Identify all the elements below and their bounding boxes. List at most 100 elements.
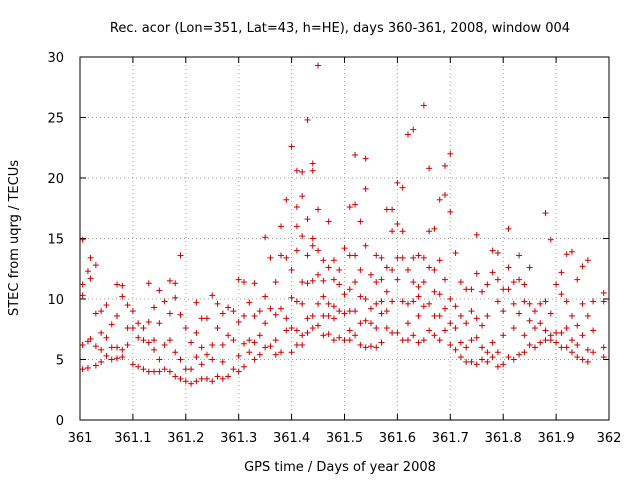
data-point-plus-marker (463, 358, 470, 365)
data-point-plus-marker (473, 315, 480, 322)
data-point-plus-marker (315, 271, 322, 278)
data-point-plus-marker (119, 293, 126, 300)
data-point-plus-marker (415, 293, 422, 300)
data-point-plus-marker (600, 354, 607, 361)
y-tick-label: 20 (47, 172, 64, 187)
data-point-plus-marker (378, 254, 385, 261)
data-point-plus-marker (172, 349, 179, 356)
data-point-plus-marker (394, 276, 401, 283)
data-point-plus-marker (426, 264, 433, 271)
data-point-plus-marker (230, 366, 237, 373)
data-point-plus-marker (420, 102, 427, 109)
data-point-plus-marker (531, 344, 538, 351)
data-point-plus-marker (415, 339, 422, 346)
data-point-plus-marker (209, 378, 216, 385)
data-point-plus-marker (367, 343, 374, 350)
data-point-plus-marker (579, 356, 586, 363)
chart-title: Rec. acor (Lon=351, Lat=43, h=HE), days … (110, 21, 570, 36)
data-point-plus-marker (420, 337, 427, 344)
data-point-plus-marker (547, 310, 554, 317)
data-point-plus-marker (542, 210, 549, 217)
data-point-plus-marker (262, 344, 269, 351)
data-point-plus-marker (484, 349, 491, 356)
data-point-plus-marker (315, 62, 322, 69)
data-point-plus-marker (304, 116, 311, 123)
data-point-plus-marker (399, 228, 406, 235)
data-point-plus-marker (177, 356, 184, 363)
data-point-plus-marker (531, 308, 538, 315)
data-point-plus-marker (468, 358, 475, 365)
data-point-plus-marker (188, 380, 195, 387)
data-point-plus-marker (151, 368, 158, 375)
data-point-plus-marker (389, 206, 396, 213)
data-point-plus-marker (415, 252, 422, 259)
data-point-plus-marker (510, 300, 517, 307)
data-point-plus-marker (431, 288, 438, 295)
data-point-plus-marker (219, 375, 226, 382)
data-point-plus-marker (447, 341, 454, 348)
data-point-plus-marker (352, 152, 359, 159)
data-point-plus-marker (521, 332, 528, 339)
data-point-plus-marker (600, 298, 607, 305)
y-tick-label: 0 (56, 414, 64, 429)
data-point-plus-marker (309, 312, 316, 319)
data-point-plus-marker (235, 352, 242, 359)
data-point-plus-marker (426, 327, 433, 334)
data-point-plus-marker (219, 310, 226, 317)
data-point-plus-marker (320, 257, 327, 264)
data-point-plus-marker (579, 300, 586, 307)
data-point-plus-marker (489, 339, 496, 346)
data-point-plus-marker (373, 279, 380, 286)
data-point-plus-marker (341, 310, 348, 317)
data-point-plus-marker (198, 344, 205, 351)
data-point-plus-marker (293, 298, 300, 305)
data-point-plus-marker (240, 312, 247, 319)
data-point-plus-marker (584, 312, 591, 319)
data-point-plus-marker (251, 280, 258, 287)
data-point-plus-marker (479, 288, 486, 295)
data-point-plus-marker (510, 356, 517, 363)
data-point-plus-marker (352, 332, 359, 339)
data-point-plus-marker (193, 378, 200, 385)
data-point-plus-marker (362, 344, 369, 351)
data-point-plus-marker (182, 366, 189, 373)
data-point-plus-marker (341, 291, 348, 298)
data-point-plus-marker (410, 332, 417, 339)
data-point-plus-marker (309, 235, 316, 242)
data-point-plus-marker (272, 337, 279, 344)
data-point-plus-marker (315, 247, 322, 254)
data-point-plus-marker (304, 315, 311, 322)
data-point-plus-marker (399, 184, 406, 191)
data-point-plus-marker (156, 368, 163, 375)
data-point-plus-marker (214, 325, 221, 332)
y-axis-tick-labels: 0 5 10 15 20 25 30 (47, 51, 64, 429)
data-point-plus-marker (267, 343, 274, 350)
data-point-plus-marker (293, 204, 300, 211)
x-tick-label: 362 (597, 431, 622, 446)
x-tick-label: 361.8 (485, 431, 522, 446)
data-point-plus-marker (410, 298, 417, 305)
x-tick-label: 361.1 (114, 431, 151, 446)
data-point-plus-marker (309, 167, 316, 174)
data-point-plus-marker (516, 252, 523, 259)
data-point-plus-marker (172, 280, 179, 287)
data-point-plus-marker (442, 162, 449, 169)
data-point-plus-marker (256, 351, 263, 358)
data-point-plus-marker (251, 356, 258, 363)
data-point-plus-marker (553, 329, 560, 336)
data-point-plus-marker (166, 368, 173, 375)
data-point-plus-marker (288, 325, 295, 332)
data-point-plus-marker (84, 364, 91, 371)
data-point-plus-marker (473, 361, 480, 368)
data-point-plus-marker (92, 343, 99, 350)
data-point-plus-marker (399, 337, 406, 344)
data-point-plus-marker (426, 165, 433, 172)
data-point-plus-marker (500, 361, 507, 368)
data-point-plus-marker (203, 315, 210, 322)
data-point-plus-marker (309, 277, 316, 284)
data-point-plus-marker (330, 257, 337, 264)
data-point-plus-marker (325, 312, 332, 319)
data-point-plus-marker (129, 308, 136, 315)
data-point-plus-marker (542, 327, 549, 334)
